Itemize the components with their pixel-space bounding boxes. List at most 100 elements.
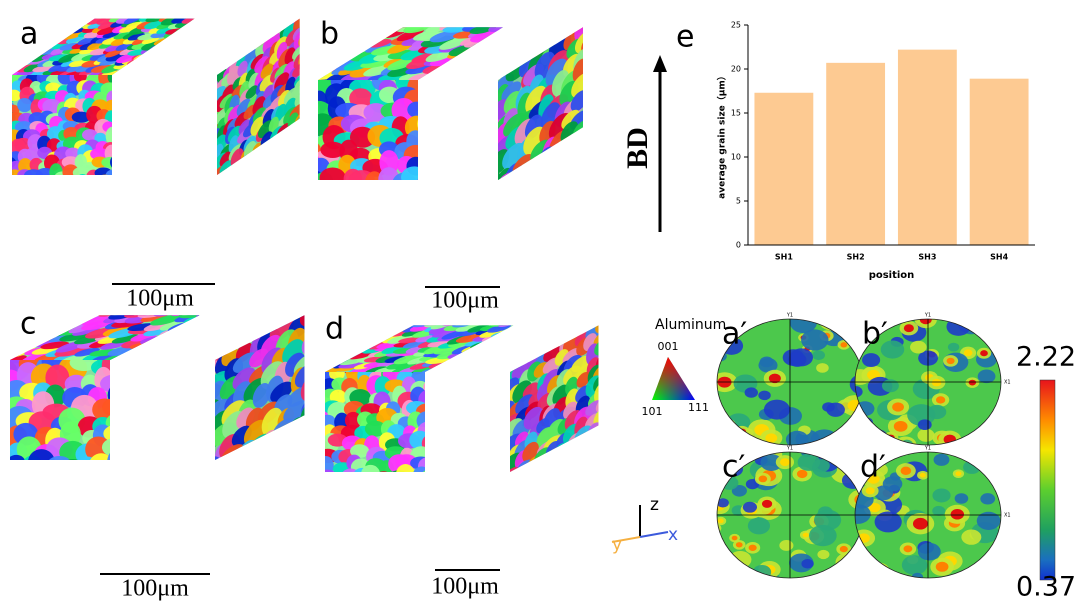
grain bbox=[123, 88, 138, 105]
grain bbox=[115, 93, 130, 107]
grain bbox=[151, 262, 166, 276]
grain bbox=[106, 233, 123, 245]
grain bbox=[328, 473, 348, 488]
grain bbox=[604, 454, 621, 478]
grain bbox=[541, 227, 561, 259]
grain bbox=[79, 219, 91, 231]
grain bbox=[298, 47, 311, 70]
pole-blob bbox=[980, 435, 1000, 450]
grain bbox=[105, 170, 120, 184]
grain bbox=[376, 266, 401, 284]
grain bbox=[21, 501, 46, 517]
grain bbox=[491, 535, 506, 548]
grain bbox=[462, 351, 492, 357]
grain bbox=[221, 207, 233, 230]
grain bbox=[380, 535, 396, 549]
grain bbox=[0, 399, 11, 425]
grain bbox=[431, 382, 446, 398]
grain bbox=[110, 154, 129, 171]
grain bbox=[497, 571, 515, 587]
grain bbox=[508, 478, 524, 499]
grain bbox=[6, 273, 23, 289]
grain bbox=[471, 212, 496, 232]
grain bbox=[0, 186, 14, 200]
grain bbox=[251, 310, 285, 317]
grain bbox=[506, 521, 519, 548]
grain bbox=[162, 164, 176, 181]
grain bbox=[494, 231, 510, 260]
grain bbox=[154, 82, 171, 99]
grain bbox=[111, 204, 125, 221]
grain bbox=[91, 573, 110, 595]
grain bbox=[240, 509, 259, 541]
grain bbox=[42, 189, 61, 203]
grain bbox=[454, 437, 470, 453]
grain bbox=[453, 491, 467, 506]
grain bbox=[233, 201, 243, 221]
grain bbox=[417, 229, 444, 248]
grain bbox=[137, 78, 156, 95]
grain bbox=[251, 18, 283, 27]
face-grains bbox=[0, 336, 250, 597]
grain bbox=[151, 184, 169, 197]
grain bbox=[118, 353, 160, 362]
grain bbox=[189, 301, 236, 311]
grain bbox=[102, 399, 121, 416]
grain bbox=[213, 211, 226, 231]
grain bbox=[179, 117, 194, 131]
grain bbox=[120, 516, 139, 539]
y-tick-label: 0 bbox=[736, 241, 741, 250]
grain bbox=[318, 456, 334, 476]
grain bbox=[201, 215, 216, 228]
grain bbox=[234, 21, 265, 29]
grain bbox=[445, 250, 467, 272]
grain bbox=[17, 203, 33, 221]
grain bbox=[529, 175, 551, 210]
grain bbox=[149, 349, 172, 373]
grain bbox=[219, 549, 244, 576]
grain bbox=[504, 176, 524, 213]
grain bbox=[143, 70, 158, 86]
grain bbox=[228, 252, 242, 279]
grain bbox=[447, 267, 472, 284]
grain bbox=[300, 57, 326, 77]
y-tick-label: 5 bbox=[736, 197, 741, 206]
grain-cube bbox=[0, 0, 337, 311]
cube-face bbox=[202, 0, 317, 311]
grain bbox=[109, 246, 127, 259]
grain bbox=[379, 198, 404, 215]
grain bbox=[583, 465, 599, 488]
grain bbox=[474, 255, 493, 272]
grain bbox=[72, 197, 89, 208]
grain bbox=[72, 554, 97, 576]
grain bbox=[473, 169, 497, 191]
grain bbox=[333, 547, 350, 564]
grain bbox=[179, 453, 202, 471]
grain bbox=[501, 10, 541, 20]
grain bbox=[356, 568, 372, 587]
grain bbox=[457, 15, 493, 24]
grain bbox=[194, 545, 213, 576]
grain bbox=[445, 201, 472, 220]
grain bbox=[296, 12, 320, 19]
grain bbox=[246, 513, 269, 552]
grain bbox=[139, 177, 157, 189]
x-tick-label: SH4 bbox=[990, 253, 1008, 262]
grain bbox=[207, 77, 218, 101]
grain bbox=[463, 372, 496, 380]
grain bbox=[302, 328, 321, 358]
grain bbox=[498, 489, 520, 509]
grain bbox=[207, 512, 229, 532]
grain bbox=[582, 314, 621, 323]
figure: a b c d e 100μm 100μm 100μm 100μm BD Alu… bbox=[0, 0, 1087, 605]
grain bbox=[511, 22, 552, 35]
grain bbox=[562, 185, 585, 218]
grain bbox=[576, 6, 617, 18]
grain bbox=[226, 523, 248, 552]
grain bbox=[342, 482, 358, 495]
grain bbox=[18, 282, 32, 299]
grain bbox=[507, 495, 520, 522]
grain bbox=[513, 339, 542, 346]
grain bbox=[425, 77, 447, 95]
grain bbox=[188, 392, 217, 418]
